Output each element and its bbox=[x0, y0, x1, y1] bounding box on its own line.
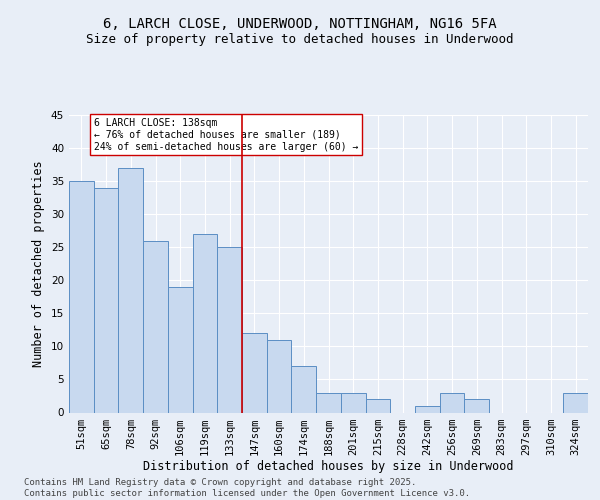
Bar bbox=[168, 287, 193, 412]
Text: 6 LARCH CLOSE: 138sqm
← 76% of detached houses are smaller (189)
24% of semi-det: 6 LARCH CLOSE: 138sqm ← 76% of detached … bbox=[94, 118, 358, 152]
Bar bbox=[94, 188, 118, 412]
Bar bbox=[217, 247, 242, 412]
Bar bbox=[242, 333, 267, 412]
Bar bbox=[267, 340, 292, 412]
Bar bbox=[292, 366, 316, 412]
Bar bbox=[118, 168, 143, 412]
Bar bbox=[143, 240, 168, 412]
Bar bbox=[341, 392, 365, 412]
Text: 6, LARCH CLOSE, UNDERWOOD, NOTTINGHAM, NG16 5FA: 6, LARCH CLOSE, UNDERWOOD, NOTTINGHAM, N… bbox=[103, 18, 497, 32]
Bar bbox=[69, 181, 94, 412]
Bar bbox=[440, 392, 464, 412]
Bar bbox=[563, 392, 588, 412]
X-axis label: Distribution of detached houses by size in Underwood: Distribution of detached houses by size … bbox=[143, 460, 514, 473]
Text: Contains HM Land Registry data © Crown copyright and database right 2025.
Contai: Contains HM Land Registry data © Crown c… bbox=[24, 478, 470, 498]
Bar bbox=[316, 392, 341, 412]
Bar bbox=[365, 400, 390, 412]
Text: Size of property relative to detached houses in Underwood: Size of property relative to detached ho… bbox=[86, 32, 514, 46]
Bar bbox=[415, 406, 440, 412]
Y-axis label: Number of detached properties: Number of detached properties bbox=[32, 160, 46, 367]
Bar bbox=[193, 234, 217, 412]
Bar bbox=[464, 400, 489, 412]
